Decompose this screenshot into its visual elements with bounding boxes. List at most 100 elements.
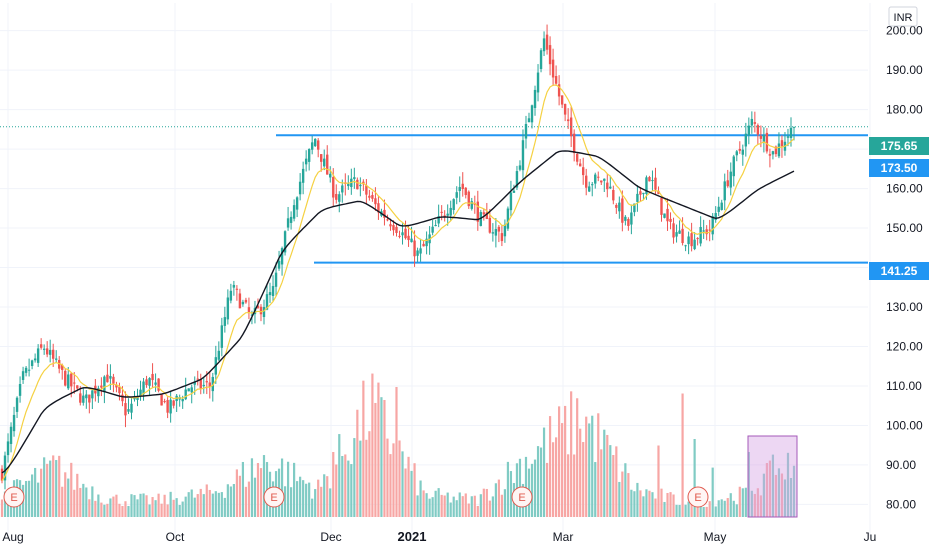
volume-bar <box>118 503 121 517</box>
volume-bar <box>485 488 488 517</box>
candle-body <box>771 151 775 155</box>
volume-bar <box>109 498 112 517</box>
volume-bar <box>398 440 401 517</box>
volume-bar <box>112 496 115 517</box>
candle-body <box>606 182 609 190</box>
candle-body <box>738 148 741 151</box>
candle-body <box>434 224 437 227</box>
volume-bar <box>591 415 594 517</box>
candle-body <box>476 201 480 222</box>
candle-body <box>88 394 91 403</box>
candle-body <box>669 218 672 222</box>
x-tick-label: May <box>704 530 727 544</box>
volume-bar <box>708 501 711 517</box>
volume-bar <box>470 496 473 517</box>
candle-body <box>247 307 251 313</box>
volume-bar <box>467 503 470 517</box>
candle-body <box>307 149 311 162</box>
volume-bar <box>305 483 308 517</box>
candle-body <box>497 226 501 232</box>
volume-bar <box>735 504 738 517</box>
volume-bar <box>202 494 205 517</box>
candle-body <box>55 358 58 360</box>
volume-bar <box>551 442 555 517</box>
candle-body <box>621 198 624 223</box>
volume-bar <box>657 445 660 517</box>
candle-body <box>699 226 702 244</box>
candle-body <box>717 206 720 212</box>
earnings-marker[interactable]: E <box>263 486 285 508</box>
candle-body <box>91 390 94 399</box>
volume-bar <box>0 499 4 517</box>
candle-body <box>554 76 558 84</box>
grid-lines <box>0 3 871 536</box>
volume-bar <box>253 477 257 517</box>
volume-bar <box>172 499 175 517</box>
volume-bar <box>741 488 744 517</box>
earnings-circle <box>3 486 25 508</box>
candle-body <box>292 205 296 219</box>
candle-body <box>416 250 419 256</box>
candle-body <box>744 133 748 147</box>
candle-body <box>70 373 73 387</box>
candle-body <box>419 248 422 254</box>
volume-bar <box>389 454 392 517</box>
candle-body <box>696 238 699 240</box>
candle-body <box>100 385 103 388</box>
volume-bar <box>597 413 600 517</box>
volume-bar <box>136 499 139 517</box>
y-tick-label: 90.00 <box>886 458 916 472</box>
volume-bar <box>780 473 784 517</box>
volume-bar <box>548 416 552 517</box>
volume-bars <box>0 373 796 517</box>
volume-bar <box>672 494 675 517</box>
volume-bar <box>139 493 142 517</box>
volume-bar <box>618 481 621 517</box>
currency-badge[interactable]: INR <box>888 6 918 27</box>
candle-body <box>693 239 696 250</box>
candle-body <box>295 197 299 210</box>
candle-body <box>413 240 416 257</box>
earnings-marker[interactable]: E <box>687 486 709 508</box>
candle-body <box>702 230 705 232</box>
candle-body <box>79 393 82 403</box>
x-tick-label: Dec <box>320 530 341 544</box>
volume-bar <box>753 493 756 517</box>
candle-body <box>187 388 190 392</box>
volume-bar <box>660 488 663 517</box>
candle-body <box>142 381 145 395</box>
earnings-marker[interactable]: E <box>511 486 533 508</box>
candle-body <box>223 317 227 326</box>
candle-body <box>681 228 684 244</box>
volume-bar <box>606 434 609 517</box>
candle-body <box>494 229 498 236</box>
candle-body <box>726 180 729 187</box>
candle-body <box>720 202 723 210</box>
price-axis[interactable]: 80.0090.00100.00110.00120.00130.00140.00… <box>886 0 923 512</box>
candle-body <box>687 236 690 245</box>
earnings-marker[interactable]: E <box>3 486 25 508</box>
time-axis[interactable]: Aug Oct Dec 2021 Mar May Ju <box>2 529 876 544</box>
volume-bar <box>157 493 160 517</box>
volume-bar <box>777 468 781 517</box>
volume-bar <box>326 476 329 517</box>
volume-bar <box>506 461 510 517</box>
highlight-rectangle[interactable] <box>747 435 798 518</box>
volume-bar <box>533 459 537 517</box>
candle-body <box>467 191 470 207</box>
candle-body <box>42 348 46 350</box>
volume-bar <box>52 455 55 517</box>
candle-body <box>648 177 651 182</box>
volume-bar <box>585 416 588 517</box>
candle-body <box>289 216 293 223</box>
volume-bar <box>663 501 666 517</box>
y-tick-label: 120.00 <box>886 339 923 353</box>
volume-bar <box>600 449 603 517</box>
candle-body <box>470 201 473 209</box>
volume-bar <box>296 481 299 517</box>
volume-bar <box>705 506 708 517</box>
volume-bar <box>154 500 157 517</box>
